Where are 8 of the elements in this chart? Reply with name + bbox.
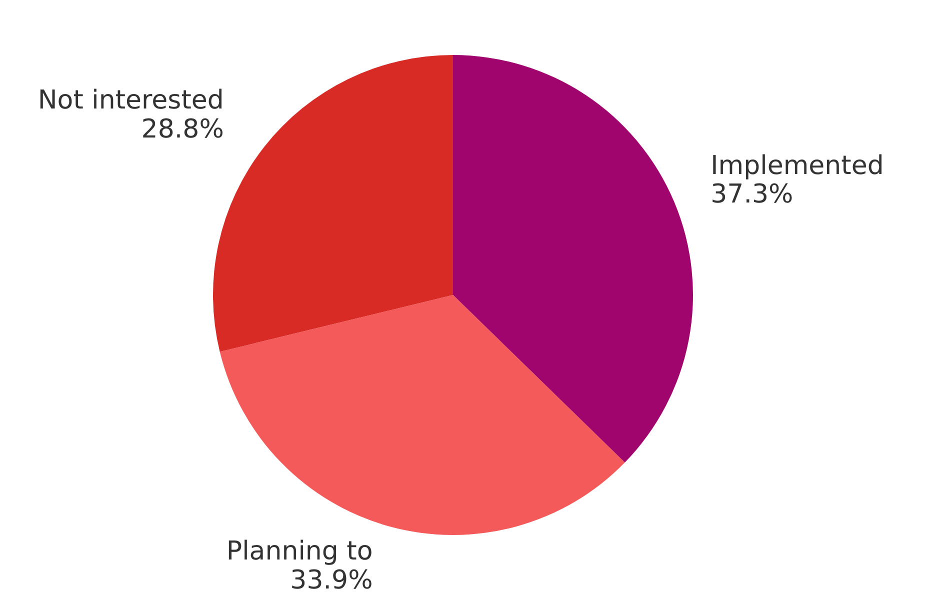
data-label: 33.9% xyxy=(290,565,373,596)
pie-slice xyxy=(220,295,625,535)
slice-label: Not interested xyxy=(38,86,224,116)
slice-label: Implemented xyxy=(710,151,884,182)
data-label: 28.8% xyxy=(141,114,224,144)
slice-label: Planning to xyxy=(226,536,373,567)
pie-slice xyxy=(453,55,693,463)
data-label: 37.3% xyxy=(710,180,794,210)
